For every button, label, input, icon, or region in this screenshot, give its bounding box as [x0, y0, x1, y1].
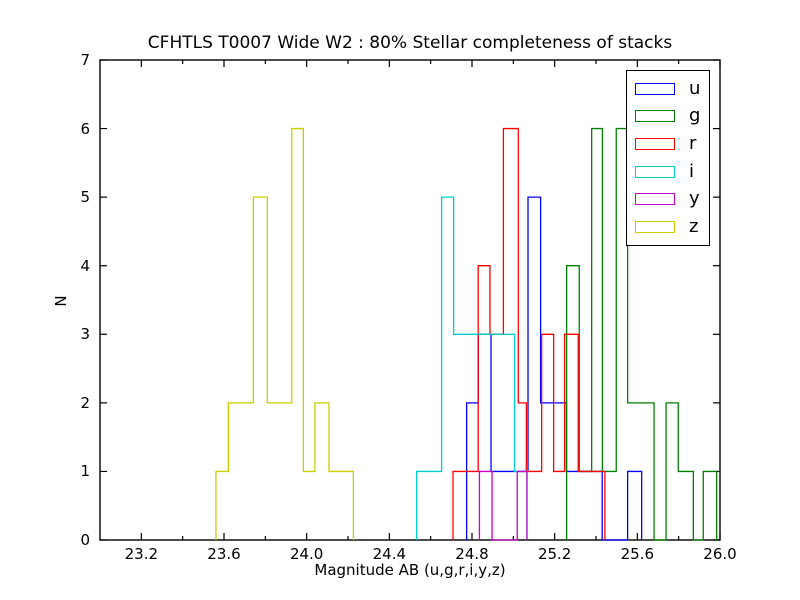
- legend-box: u g r i y z: [626, 70, 710, 246]
- x-tick-label: 24.8: [455, 545, 489, 563]
- legend-entry-u: u: [627, 77, 709, 101]
- y-tick-label: 4: [80, 256, 90, 275]
- legend-entry-r: r: [627, 132, 709, 156]
- y-tick-label: 6: [80, 119, 90, 138]
- series-y-path: [478, 470, 528, 541]
- legend-label-u: u: [689, 77, 701, 99]
- legend-entry-g: g: [627, 104, 709, 128]
- legend-label-y: y: [689, 188, 700, 210]
- legend-entry-i: i: [627, 160, 709, 184]
- y-tick-label: 3: [80, 325, 90, 344]
- y-tick-label: 0: [80, 531, 90, 549]
- legend-swatch-y: [635, 193, 675, 206]
- x-tick-label: 24.4: [372, 545, 407, 563]
- x-tick-label: 25.6: [620, 545, 655, 563]
- legend-swatch-i: [635, 165, 675, 178]
- legend-label-r: r: [689, 133, 697, 155]
- legend-label-i: i: [689, 160, 695, 182]
- plot-frame: [99, 59, 721, 541]
- y-axis-label: N: [52, 295, 70, 307]
- y-tick-label: 7: [80, 51, 90, 69]
- series-r-path: [452, 127, 606, 540]
- y-tick-label: 1: [80, 462, 90, 481]
- legend-swatch-r: [635, 138, 675, 151]
- x-axis-label: Magnitude AB (u,g,r,i,y,z): [314, 561, 506, 579]
- legend-label-z: z: [689, 216, 699, 238]
- x-tick-label: 23.2: [124, 545, 159, 563]
- legend-entry-y: y: [627, 187, 709, 211]
- x-tick-label: 25.2: [537, 545, 572, 563]
- legend-label-g: g: [689, 105, 701, 127]
- x-tick-label: 26.0: [703, 545, 737, 563]
- legend-swatch-z: [635, 221, 675, 234]
- plot-title: CFHTLS T0007 Wide W2 : 80% Stellar compl…: [147, 33, 673, 53]
- x-tick-label: 24.0: [289, 545, 324, 563]
- series-i-path: [415, 196, 528, 540]
- y-tick-label: 2: [80, 393, 90, 412]
- legend-swatch-g: [635, 110, 675, 123]
- y-tick-label: 5: [80, 188, 90, 207]
- legend-swatch-u: [635, 82, 675, 95]
- x-tick-label: 23.6: [207, 545, 241, 563]
- legend-entry-z: z: [627, 215, 709, 239]
- series-z-path: [215, 127, 355, 540]
